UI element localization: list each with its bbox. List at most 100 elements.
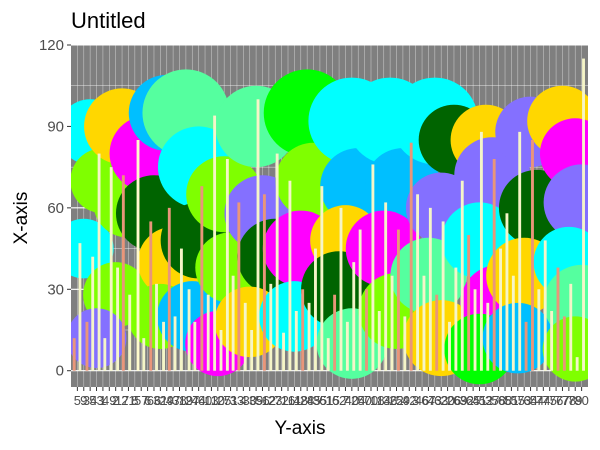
x-tick-label: 2 (112, 393, 119, 408)
bar (193, 321, 197, 371)
y-tick-label: 90 (47, 118, 64, 135)
x-tick-label: 48 (294, 393, 308, 408)
x-tick-label: 23 (268, 393, 282, 408)
x-tick-label: 62 (332, 393, 346, 408)
bar (85, 321, 89, 371)
bar (403, 316, 407, 371)
bar (543, 240, 547, 371)
bar (149, 221, 153, 371)
x-tick-label: 11 (288, 393, 302, 408)
bar (537, 289, 541, 371)
bar (206, 294, 210, 371)
bar (282, 332, 285, 371)
bar (307, 302, 311, 371)
bar (377, 311, 381, 371)
x-tick-label: 76 (549, 393, 563, 408)
x-tick-label: 29 (160, 393, 174, 408)
bar (569, 283, 573, 371)
y-axis: 0 30 60 90 120 (39, 37, 71, 380)
bar (121, 175, 125, 371)
x-tick-label: 12 (262, 393, 276, 408)
bar (371, 164, 375, 371)
x-tick-label: 14 (377, 393, 391, 408)
x-tick-label: 51 (504, 393, 518, 408)
x-tick-label: 22 (389, 393, 403, 408)
x-tick-label: 8 (131, 393, 138, 408)
x-tick-label: 31 (153, 393, 167, 408)
x-tick-label: 68 (498, 393, 512, 408)
bar (326, 338, 330, 371)
bar (550, 311, 554, 371)
x-tick-label: 38 (172, 393, 186, 408)
bar (396, 229, 400, 371)
x-tick-label: 19 (179, 393, 193, 408)
bar (213, 115, 217, 371)
x-tick-label: 80 (574, 393, 588, 408)
y-tick-label: 120 (39, 37, 64, 54)
bar (448, 321, 451, 371)
y-tick-label: 0 (56, 363, 64, 380)
bar (365, 289, 368, 371)
bar (524, 321, 528, 371)
x-tick-label: 72 (274, 393, 288, 408)
bar (575, 357, 579, 371)
x-tick-label: 5 (74, 393, 81, 408)
x-tick-label: 34 (83, 393, 97, 408)
bar (231, 275, 235, 371)
circle-point (71, 218, 114, 279)
x-tick-label: 63 (434, 393, 448, 408)
x-tick-label: 66 (147, 393, 161, 408)
plot-marks (71, 58, 588, 385)
y-axis-title: X-axis (11, 191, 32, 245)
x-tick-label: 30 (242, 393, 256, 408)
bar (492, 159, 496, 371)
bar (345, 321, 349, 371)
bar (358, 229, 362, 371)
x-tick-label: 49 (102, 393, 116, 408)
x-tick-label: 67 (421, 393, 435, 408)
bar (422, 275, 426, 371)
bar (454, 267, 458, 371)
x-tick-label: 25 (217, 393, 231, 408)
bar (441, 221, 445, 371)
bar (409, 142, 413, 371)
x-tick-label: 27 (185, 393, 199, 408)
x-tick-label: 78 (562, 393, 576, 408)
bar (109, 167, 113, 371)
x-tick-label: 17 (115, 393, 129, 408)
x-tick-label: 74 (536, 393, 550, 408)
x-tick-label: 46 (415, 393, 429, 408)
bar (511, 275, 515, 371)
x-tick-label: 32 (459, 393, 473, 408)
x-tick-label: 45 (306, 393, 320, 408)
x-tick-label: 24 (351, 393, 365, 408)
x-tick-label: 41 (472, 393, 486, 408)
bar (531, 140, 534, 371)
bar (269, 283, 273, 371)
chart-title: Untitled (71, 8, 146, 33)
x-axis-title: Y-axis (274, 418, 326, 439)
x-tick-label: 47 (166, 393, 180, 408)
x-tick-label: 79 (568, 393, 582, 408)
bar (518, 131, 522, 371)
bar (390, 275, 394, 371)
x-tick-label: 73 (517, 393, 531, 408)
bar (467, 235, 471, 371)
bar (91, 256, 95, 371)
x-axis: 5 934531492172185766631294738192744601310… (74, 387, 589, 408)
x-tick-label: 64 (523, 393, 537, 408)
bar (200, 186, 204, 371)
bar (499, 248, 502, 371)
x-tick-label: 7 (342, 393, 349, 408)
bar (262, 194, 266, 371)
circle-series (71, 69, 588, 385)
bar (556, 267, 560, 371)
bar (435, 294, 439, 371)
y-tick-label: 60 (47, 200, 64, 217)
bar (505, 213, 509, 371)
circle-point (543, 164, 588, 241)
x-tick-label: 61 (319, 393, 333, 408)
x-tick-label: 15 (325, 393, 339, 408)
bar (250, 330, 254, 371)
x-tick-label: 58 (491, 393, 505, 408)
